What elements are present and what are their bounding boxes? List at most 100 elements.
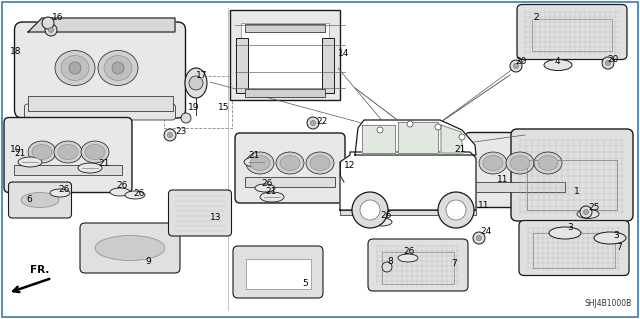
Circle shape xyxy=(45,24,57,36)
FancyBboxPatch shape xyxy=(235,133,345,203)
Circle shape xyxy=(164,129,176,141)
Ellipse shape xyxy=(544,60,572,70)
Ellipse shape xyxy=(398,254,418,262)
Text: 26: 26 xyxy=(133,189,145,197)
Text: 23: 23 xyxy=(175,128,186,137)
FancyBboxPatch shape xyxy=(168,190,232,236)
Circle shape xyxy=(181,113,191,123)
Ellipse shape xyxy=(18,157,42,167)
Ellipse shape xyxy=(538,155,558,170)
Text: 20: 20 xyxy=(515,57,526,66)
FancyBboxPatch shape xyxy=(368,239,468,291)
Bar xyxy=(230,10,340,100)
Circle shape xyxy=(189,76,203,90)
Bar xyxy=(245,24,325,32)
FancyBboxPatch shape xyxy=(511,129,633,221)
Text: 7: 7 xyxy=(451,259,457,269)
Text: 10: 10 xyxy=(10,145,22,154)
Polygon shape xyxy=(28,18,175,32)
Bar xyxy=(475,182,565,192)
Circle shape xyxy=(112,62,124,74)
Circle shape xyxy=(360,200,380,220)
Text: 3: 3 xyxy=(567,224,573,233)
Ellipse shape xyxy=(594,232,626,244)
Ellipse shape xyxy=(185,68,207,98)
Ellipse shape xyxy=(81,141,109,163)
Circle shape xyxy=(513,63,518,69)
Ellipse shape xyxy=(280,155,300,170)
Text: 21: 21 xyxy=(98,159,109,167)
Text: 20: 20 xyxy=(607,56,618,64)
Bar xyxy=(14,165,122,175)
Bar xyxy=(241,23,329,93)
Ellipse shape xyxy=(50,189,70,197)
Text: 17: 17 xyxy=(196,71,207,80)
Bar xyxy=(246,259,310,289)
Bar xyxy=(164,76,232,128)
Circle shape xyxy=(510,60,522,72)
Ellipse shape xyxy=(42,17,54,29)
Ellipse shape xyxy=(32,145,52,160)
Circle shape xyxy=(446,200,466,220)
Ellipse shape xyxy=(255,184,275,192)
Ellipse shape xyxy=(250,155,270,170)
Text: 25: 25 xyxy=(588,204,600,212)
Polygon shape xyxy=(398,122,438,153)
Bar xyxy=(382,252,454,284)
Ellipse shape xyxy=(98,50,138,85)
Ellipse shape xyxy=(260,192,284,202)
Bar xyxy=(527,160,617,210)
Circle shape xyxy=(435,124,441,130)
Text: 26: 26 xyxy=(116,181,127,189)
Bar xyxy=(245,177,335,187)
Ellipse shape xyxy=(110,188,130,196)
Text: 2: 2 xyxy=(533,12,539,21)
Text: 9: 9 xyxy=(145,257,151,266)
Text: 7: 7 xyxy=(616,243,621,253)
FancyBboxPatch shape xyxy=(465,132,575,207)
Circle shape xyxy=(477,235,481,241)
Circle shape xyxy=(382,262,392,272)
Bar xyxy=(340,210,476,214)
Ellipse shape xyxy=(246,152,274,174)
Ellipse shape xyxy=(479,152,507,174)
Text: 26: 26 xyxy=(58,186,69,195)
Ellipse shape xyxy=(549,227,581,239)
Text: 16: 16 xyxy=(52,13,63,23)
Ellipse shape xyxy=(506,152,534,174)
FancyBboxPatch shape xyxy=(517,4,627,60)
Ellipse shape xyxy=(306,152,334,174)
FancyBboxPatch shape xyxy=(4,117,132,192)
Ellipse shape xyxy=(55,50,95,85)
FancyBboxPatch shape xyxy=(24,104,175,120)
Text: 24: 24 xyxy=(480,227,492,236)
FancyBboxPatch shape xyxy=(15,22,186,118)
Ellipse shape xyxy=(310,155,330,170)
Circle shape xyxy=(49,27,54,33)
Text: 18: 18 xyxy=(10,48,22,56)
Text: 21: 21 xyxy=(248,151,259,160)
Ellipse shape xyxy=(125,191,145,199)
Circle shape xyxy=(580,206,592,218)
Bar xyxy=(532,19,612,51)
Text: 19: 19 xyxy=(188,103,200,113)
FancyBboxPatch shape xyxy=(233,246,323,298)
Ellipse shape xyxy=(78,163,102,173)
Ellipse shape xyxy=(28,141,56,163)
Circle shape xyxy=(602,57,614,69)
Text: 26: 26 xyxy=(380,211,392,220)
Ellipse shape xyxy=(95,235,165,261)
Ellipse shape xyxy=(372,218,392,226)
Text: FR.: FR. xyxy=(30,265,50,275)
Text: 11: 11 xyxy=(497,174,509,183)
Polygon shape xyxy=(441,125,463,153)
FancyBboxPatch shape xyxy=(519,220,629,276)
Circle shape xyxy=(352,192,388,228)
Text: 13: 13 xyxy=(210,213,221,222)
Text: 11: 11 xyxy=(478,201,490,210)
Ellipse shape xyxy=(577,210,599,219)
Ellipse shape xyxy=(54,141,82,163)
Circle shape xyxy=(605,61,611,65)
Circle shape xyxy=(168,132,173,137)
Bar xyxy=(236,38,248,93)
